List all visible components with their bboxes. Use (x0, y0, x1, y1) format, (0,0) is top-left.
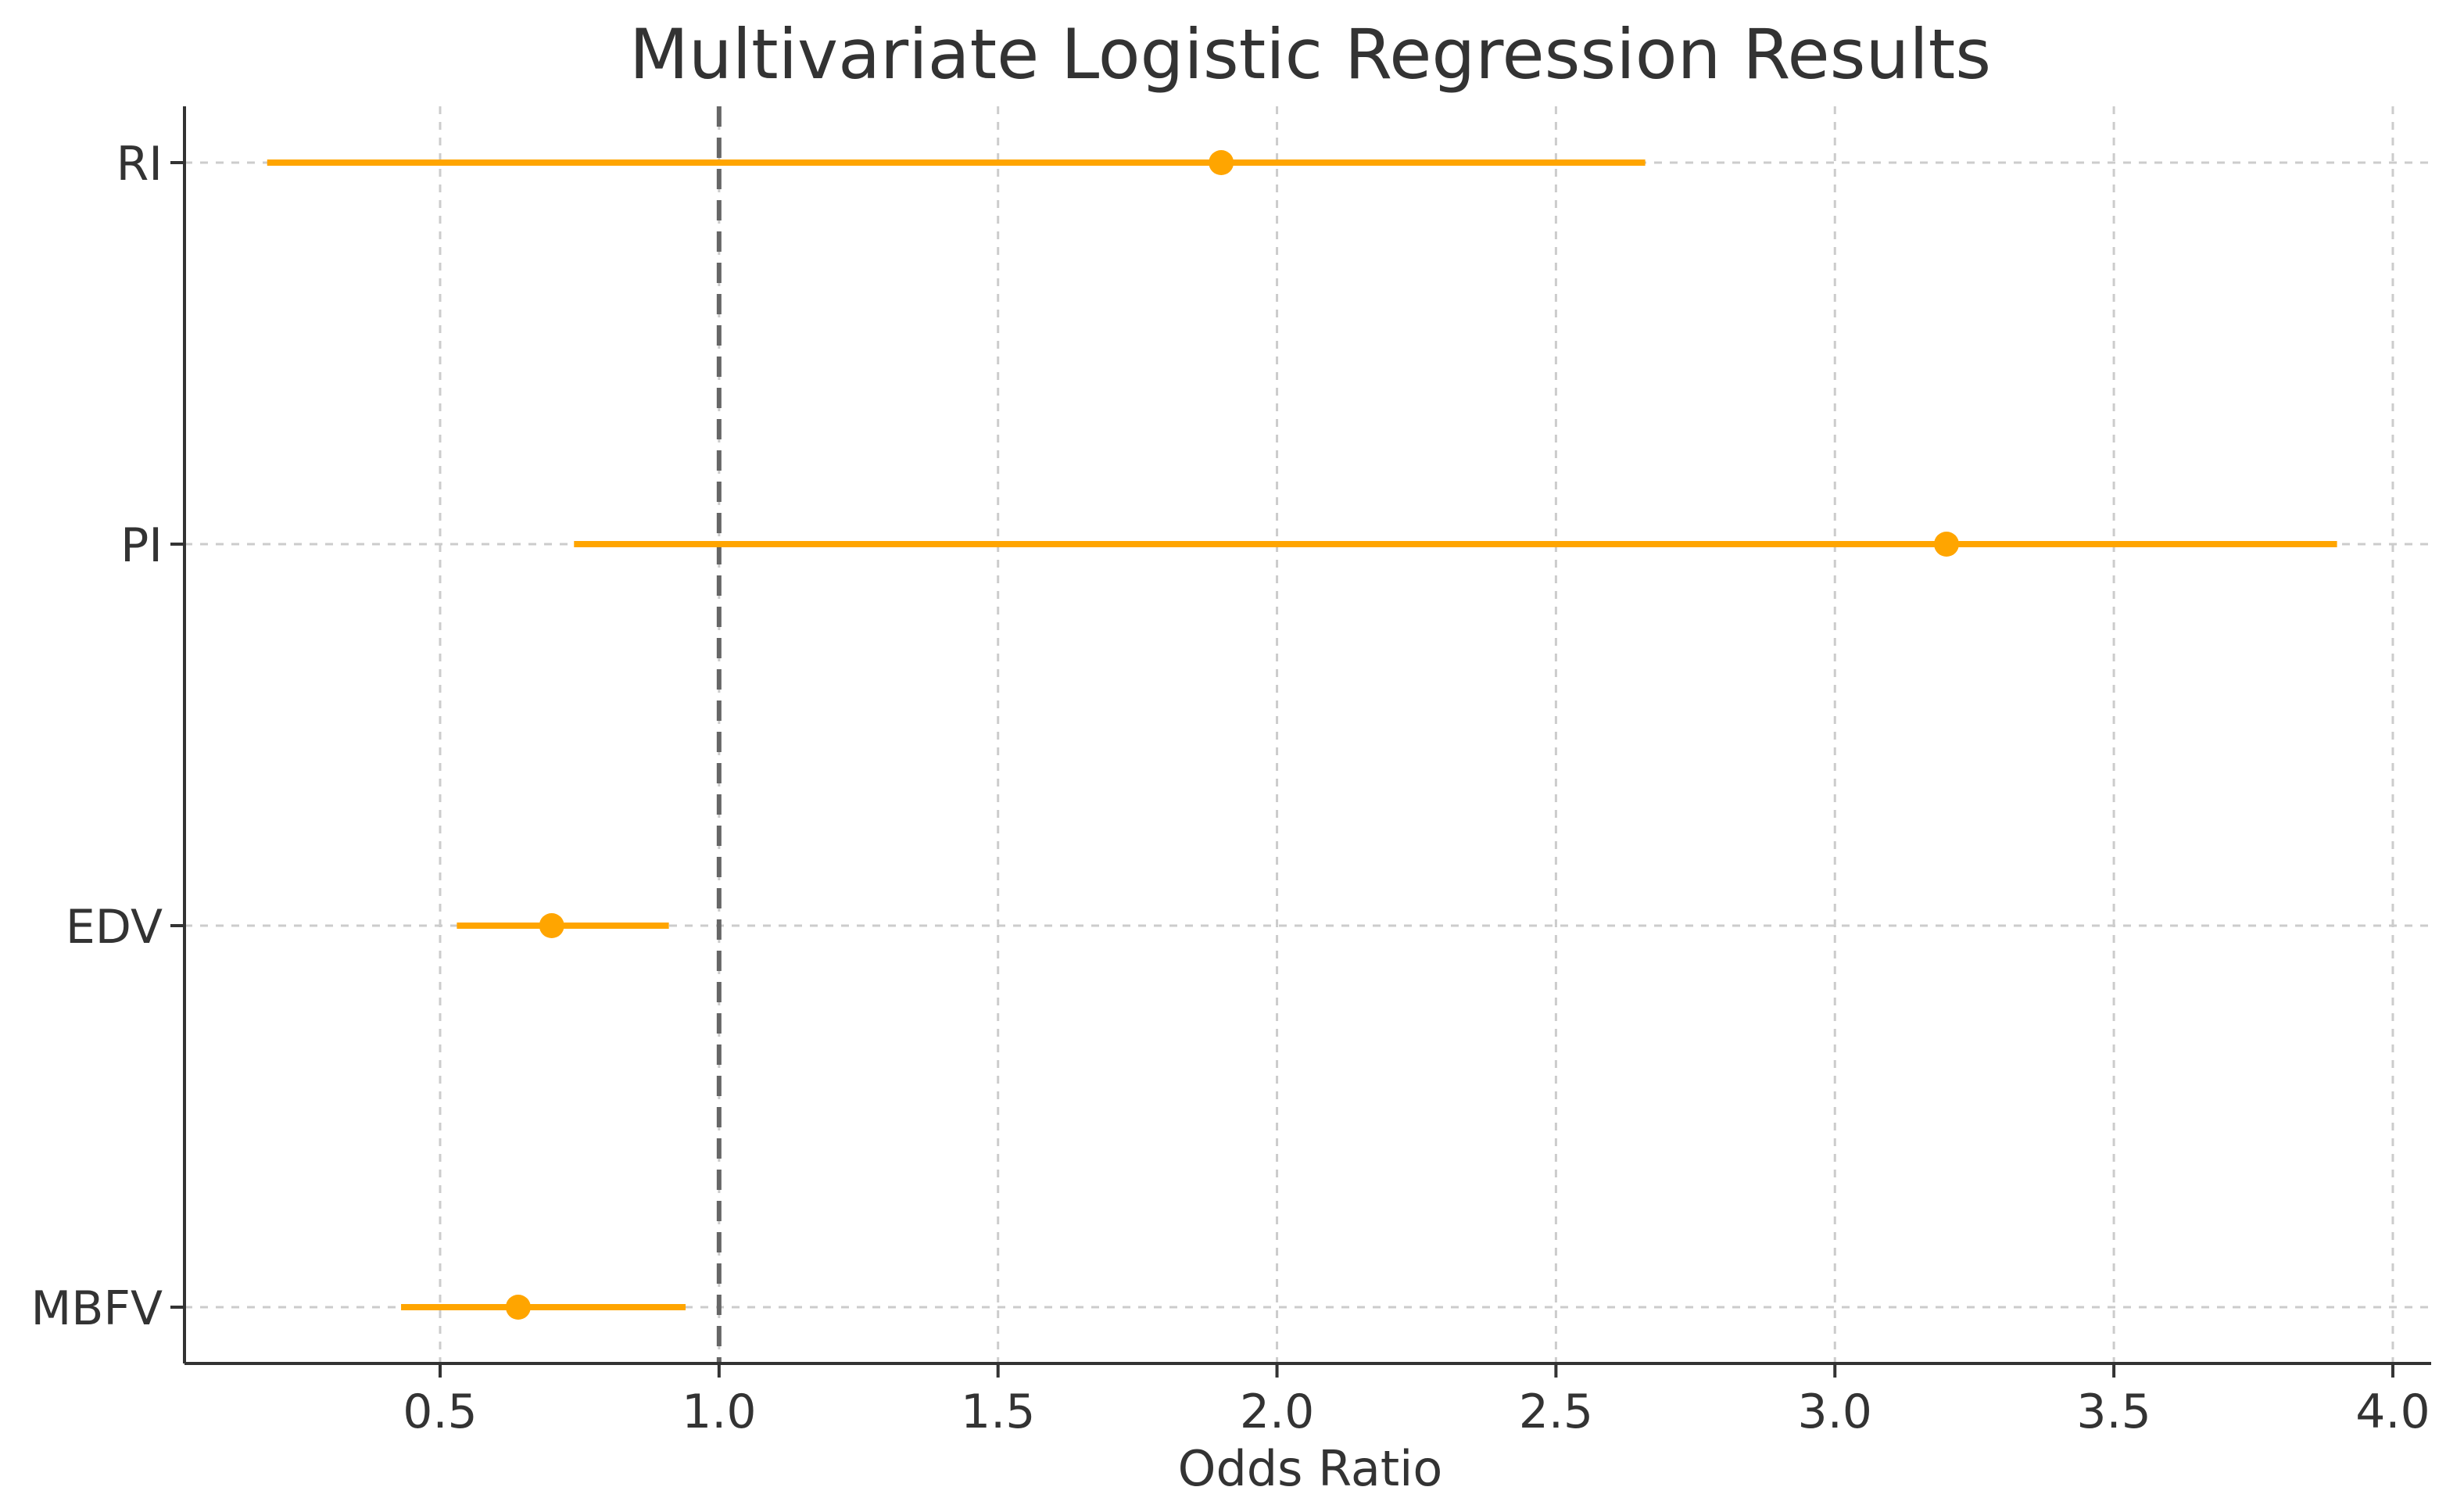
x-axis-label: Odds Ratio (1178, 1440, 1443, 1497)
y-tick-label: RI (116, 137, 163, 192)
x-tick-label: 1.0 (682, 1385, 756, 1439)
x-tick-label: 4.0 (2355, 1385, 2430, 1439)
x-tick-label: 3.0 (1798, 1385, 1872, 1439)
x-tick-label: 1.5 (961, 1385, 1035, 1439)
x-tick-label: 2.5 (1519, 1385, 1593, 1439)
estimate-point-edv (539, 913, 564, 938)
x-tick-label: 3.5 (2076, 1385, 2151, 1439)
x-tick-label: 2.0 (1240, 1385, 1314, 1439)
tick-layer: 0.5 1.0 1.5 2.0 2.5 3.0 3.5 4.0 RI PI EDV MBFV (31, 137, 2430, 1439)
series-layer (267, 150, 2337, 1320)
x-tick-label: 0.5 (403, 1385, 477, 1439)
y-tick-label: EDV (66, 900, 163, 955)
estimate-point-mbfv (505, 1295, 531, 1320)
grid-layer (184, 106, 2431, 1363)
estimate-point-ri (1209, 150, 1234, 175)
y-tick-label: MBFV (31, 1281, 163, 1336)
axis-layer (183, 106, 2431, 1365)
y-tick-label: PI (120, 518, 163, 573)
chart-title: Multivariate Logistic Regression Results (629, 14, 1991, 95)
estimate-point-pi (1933, 532, 1959, 557)
